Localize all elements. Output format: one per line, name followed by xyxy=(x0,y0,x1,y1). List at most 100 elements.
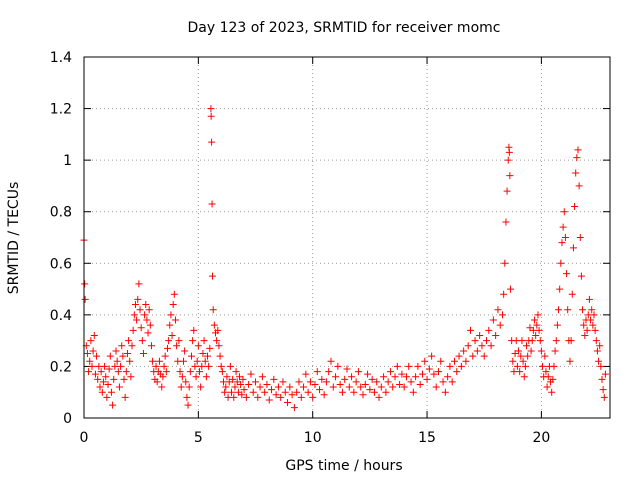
data-point xyxy=(176,368,184,376)
data-point xyxy=(96,383,104,391)
data-point xyxy=(534,311,542,319)
data-point xyxy=(380,373,388,381)
data-point xyxy=(332,373,340,381)
data-point xyxy=(218,368,226,376)
data-point xyxy=(127,373,135,381)
data-point xyxy=(591,326,599,334)
data-point xyxy=(531,316,539,324)
data-point xyxy=(214,326,222,334)
data-point xyxy=(112,347,120,355)
data-point xyxy=(386,368,394,376)
data-point xyxy=(517,352,525,360)
data-point xyxy=(290,404,298,412)
data-point xyxy=(320,391,328,399)
data-point xyxy=(502,218,510,226)
data-point xyxy=(265,396,273,404)
data-point xyxy=(207,105,215,113)
data-point xyxy=(190,326,198,334)
data-point xyxy=(506,172,514,180)
data-point xyxy=(597,362,605,370)
data-point xyxy=(563,270,571,278)
data-point xyxy=(87,337,95,345)
data-point xyxy=(384,378,392,386)
data-point xyxy=(149,357,157,365)
data-point xyxy=(423,375,431,383)
data-point xyxy=(279,378,287,386)
data-point xyxy=(396,380,404,388)
data-point xyxy=(232,368,240,376)
data-point xyxy=(590,311,598,319)
data-point xyxy=(206,344,214,352)
data-point xyxy=(338,388,346,396)
x-tick-label: 0 xyxy=(80,430,89,446)
data-point xyxy=(221,388,229,396)
data-point xyxy=(181,347,189,355)
data-point xyxy=(201,357,209,365)
data-point xyxy=(466,326,474,334)
data-point xyxy=(359,391,367,399)
data-point xyxy=(551,347,559,355)
data-point xyxy=(437,357,445,365)
data-point xyxy=(516,368,524,376)
data-point xyxy=(416,380,424,388)
data-point xyxy=(272,391,280,399)
data-point xyxy=(130,311,138,319)
data-point xyxy=(476,331,484,339)
data-point xyxy=(288,391,296,399)
data-point xyxy=(134,295,142,303)
data-point xyxy=(329,383,337,391)
data-point xyxy=(541,352,549,360)
data-point xyxy=(213,337,221,345)
data-point xyxy=(83,350,91,358)
y-tick-label: 1.4 xyxy=(50,50,72,66)
data-point xyxy=(199,350,207,358)
data-point xyxy=(98,388,106,396)
data-point xyxy=(548,388,556,396)
data-point xyxy=(239,375,247,383)
data-point xyxy=(306,378,314,386)
data-point xyxy=(198,362,206,370)
data-point xyxy=(515,347,523,355)
chart-title: Day 123 of 2023, SRMTID for receiver mom… xyxy=(188,20,501,36)
y-tick-label: 0.8 xyxy=(50,205,72,221)
data-point xyxy=(115,383,123,391)
data-point xyxy=(103,393,111,401)
data-point xyxy=(485,326,493,334)
data-point xyxy=(439,378,447,386)
data-point xyxy=(300,383,308,391)
data-point xyxy=(430,370,438,378)
data-point xyxy=(573,154,581,162)
data-point xyxy=(532,331,540,339)
data-point xyxy=(398,370,406,378)
data-point xyxy=(569,244,577,252)
data-point xyxy=(187,352,195,360)
y-tick-label: 0.6 xyxy=(50,256,72,272)
data-point xyxy=(535,326,543,334)
data-point xyxy=(118,342,126,350)
data-point xyxy=(524,352,532,360)
data-point xyxy=(499,311,507,319)
data-point xyxy=(564,306,572,314)
data-point xyxy=(441,388,449,396)
data-point xyxy=(230,393,238,401)
data-point xyxy=(167,311,175,319)
data-point xyxy=(487,342,495,350)
data-point xyxy=(102,373,110,381)
data-point xyxy=(364,370,372,378)
data-point xyxy=(595,357,603,365)
data-point xyxy=(177,383,185,391)
data-point xyxy=(313,368,321,376)
data-point xyxy=(189,337,197,345)
data-point xyxy=(494,306,502,314)
data-point xyxy=(252,378,260,386)
data-point xyxy=(178,373,186,381)
data-point xyxy=(171,316,179,324)
data-point xyxy=(539,362,547,370)
data-point xyxy=(93,352,101,360)
data-point xyxy=(268,386,276,394)
data-point xyxy=(393,362,401,370)
data-point xyxy=(536,337,544,345)
data-point xyxy=(163,344,171,352)
data-point xyxy=(263,380,271,388)
data-point xyxy=(444,373,452,381)
